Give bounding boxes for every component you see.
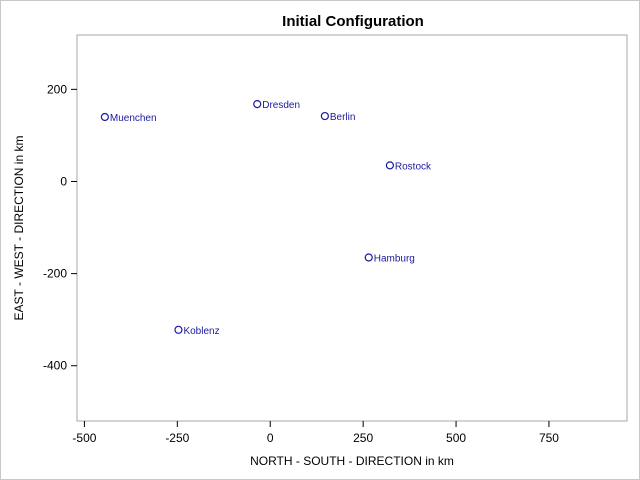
data-point-label: Muenchen bbox=[110, 113, 157, 124]
data-point-marker bbox=[364, 253, 373, 262]
data-points: Muenchen Dresden Berlin Rostock Hamburg Koble… bbox=[100, 99, 432, 337]
data-point-marker bbox=[174, 325, 183, 334]
data-point-label: Rostock bbox=[395, 161, 432, 172]
y-tick-label: -200 bbox=[43, 267, 67, 281]
chart-title: Initial Configuration bbox=[282, 13, 424, 30]
data-point-marker bbox=[385, 161, 395, 170]
x-axis: -500 -250 0 250 500 750 bbox=[72, 421, 559, 445]
x-tick-label: 500 bbox=[446, 431, 466, 445]
x-tick-label: 250 bbox=[353, 431, 373, 445]
y-axis-label: EAST - WEST - DIRECTION in km bbox=[12, 136, 26, 321]
x-axis-label: NORTH - SOUTH - DIRECTION in km bbox=[250, 454, 454, 468]
x-tick-label: 0 bbox=[267, 431, 274, 445]
data-point-label: Hamburg bbox=[374, 253, 415, 264]
data-point-label: Berlin bbox=[330, 112, 356, 123]
data-point-marker bbox=[100, 112, 109, 122]
plot-area bbox=[76, 34, 628, 422]
x-tick-label: -500 bbox=[72, 431, 96, 445]
y-axis: 200 0 -200 -400 bbox=[43, 82, 77, 373]
data-point-marker bbox=[253, 99, 262, 109]
data-point-label: Dresden bbox=[262, 100, 300, 111]
y-tick-label: -400 bbox=[43, 359, 67, 373]
x-tick-label: 750 bbox=[539, 431, 559, 445]
data-point-label: Koblenz bbox=[183, 326, 219, 337]
y-tick-label: 200 bbox=[47, 82, 67, 96]
data-point-marker bbox=[320, 111, 329, 121]
x-tick-label: -250 bbox=[165, 431, 189, 445]
y-tick-label: 0 bbox=[60, 174, 67, 188]
